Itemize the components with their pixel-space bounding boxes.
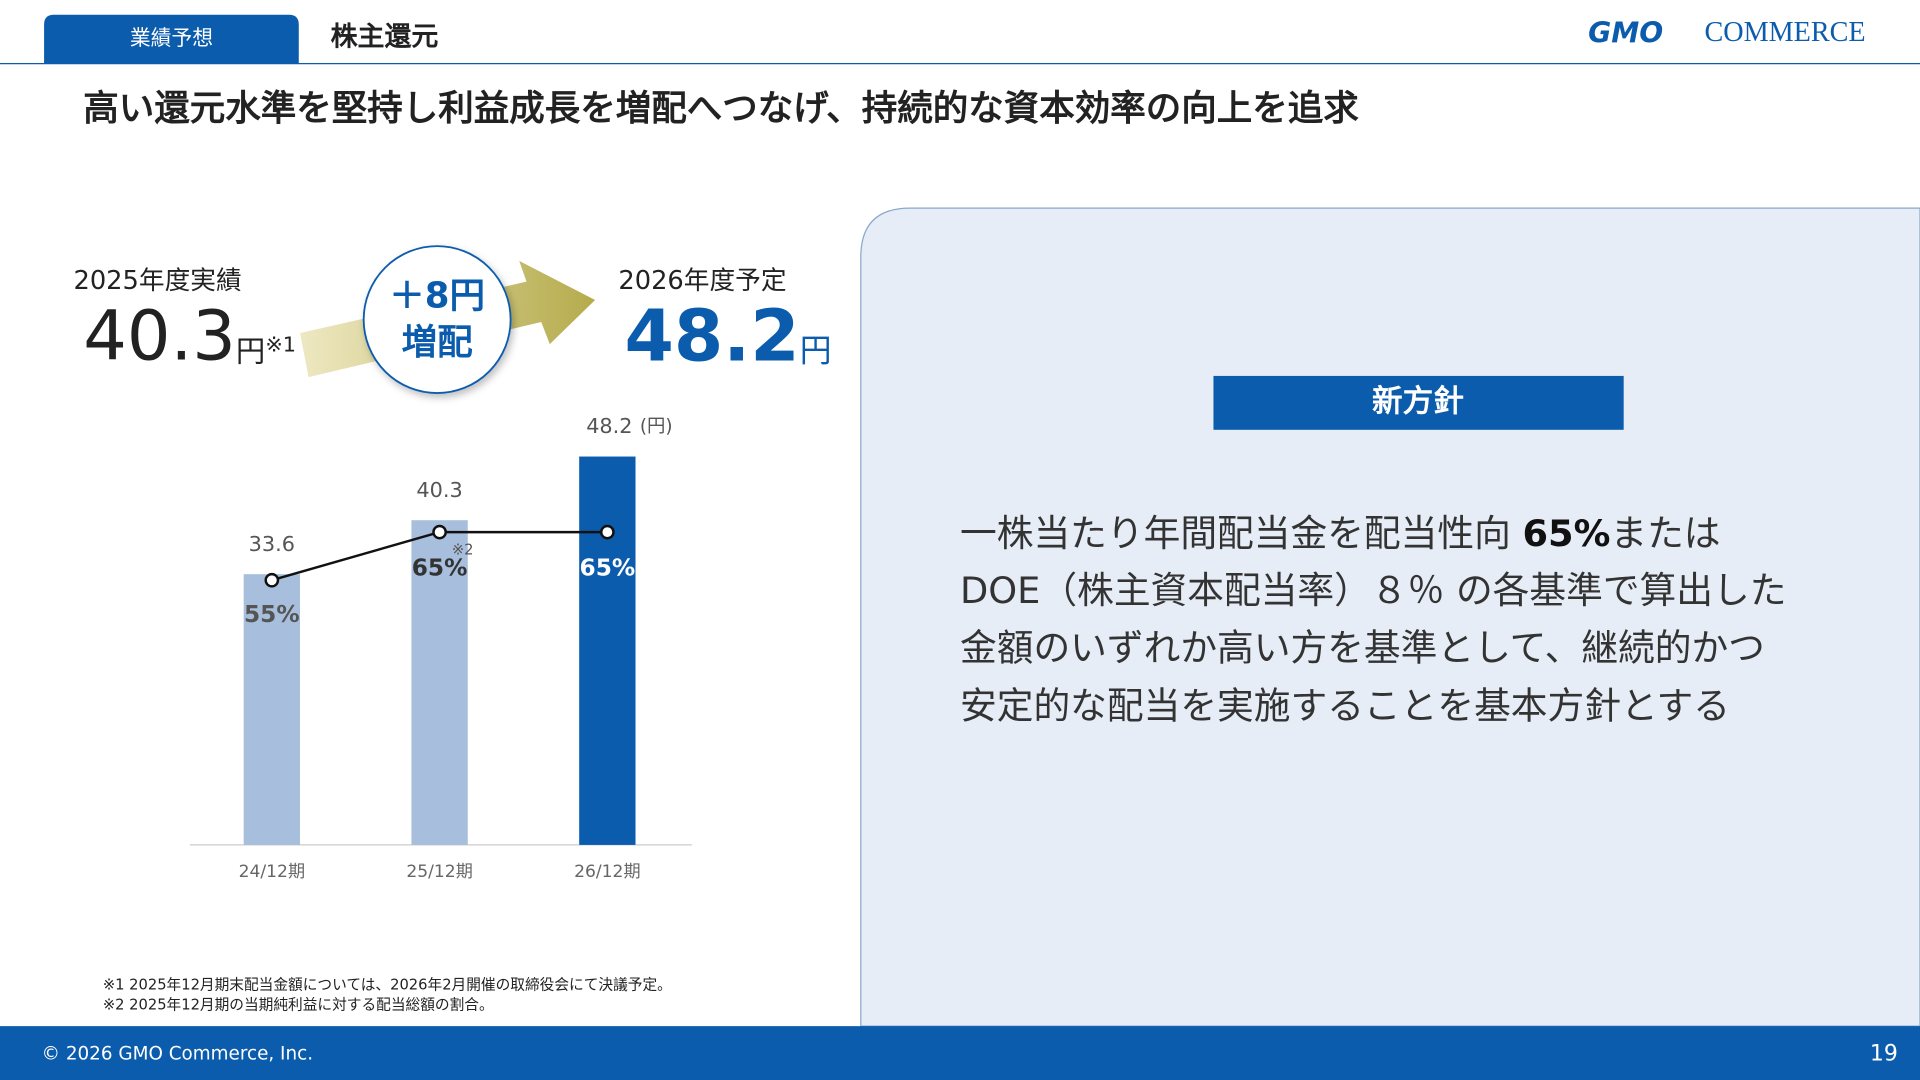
payout-point: [432, 524, 447, 540]
bar: [579, 456, 636, 845]
to-value: 48.2: [624, 294, 799, 377]
bar: [411, 520, 468, 845]
bar-unit: (円): [640, 416, 673, 437]
footnote: ※2 2025年12月期の当期純利益に対する配当総額の割合。: [103, 996, 494, 1013]
section-title: 株主還元: [331, 21, 439, 52]
x-tick-label: 25/12期: [406, 862, 472, 882]
header-tab: [44, 14, 299, 64]
to-unit: 円: [800, 332, 832, 370]
bar-value-label: 40.3: [416, 478, 462, 502]
payout-point: [600, 524, 615, 540]
from-amount: 40.3円※1: [83, 296, 296, 376]
bar-value: 48.2: [586, 414, 632, 438]
to-amount: 48.2円: [624, 294, 831, 377]
payout-note: ※2: [452, 541, 474, 558]
payout-label: 65%: [412, 554, 468, 581]
policy-line: 安定的な配当を実施することを基本方針とする: [960, 684, 1730, 727]
to-label: 2026年度予定: [618, 266, 786, 296]
policy-line: 一株当たり年間配当金を配当性向 65%または: [960, 512, 1721, 555]
payout-point: [264, 572, 280, 588]
policy-title-box: [1213, 375, 1624, 430]
x-tick-label: 26/12期: [574, 862, 640, 882]
bar-value-label: 33.6: [249, 532, 295, 556]
from-note: ※1: [265, 332, 296, 356]
footnote: ※1 2025年12月期末配当金額については、2026年2月開催の取締役会にて決…: [103, 976, 672, 994]
badge-text: 増配: [402, 322, 473, 363]
badge: [362, 245, 512, 394]
from-label: 2025年度実績: [73, 266, 241, 296]
badge-amount: ＋8円: [389, 276, 485, 317]
tab-label: 業績予想: [130, 26, 213, 50]
policy-line: 金額のいずれか高い方を基準として、継続的かつ: [960, 627, 1765, 670]
logo-gmo: GMO: [1588, 16, 1663, 49]
copyright: © 2026 GMO Commerce, Inc.: [42, 1043, 313, 1064]
logo-commerce: COMMERCE: [1704, 17, 1865, 48]
policy-title: 新方針: [1372, 383, 1464, 419]
page-number: 19: [1870, 1041, 1898, 1066]
policy-text: または: [1610, 512, 1720, 555]
bar: [243, 574, 300, 845]
payout-label: 65%: [580, 554, 636, 581]
x-tick-label: 24/12期: [239, 862, 305, 882]
from-unit: 円: [236, 334, 265, 368]
policy-panel: [860, 207, 1920, 1027]
bar-value-label: 48.2 (円): [586, 414, 672, 438]
policy-line: DOE（株主資本配当率）８％ の各基準で算出した: [960, 569, 1786, 612]
policy-bold: 65%: [1522, 512, 1610, 555]
policy-text: 一株当たり年間配当金を配当性向: [960, 512, 1522, 555]
headline: 高い還元水準を堅持し利益成長を増配へつなげ、持続的な資本効率の向上を追求: [83, 88, 1359, 129]
from-value: 40.3: [83, 296, 236, 376]
footer-band: [0, 1026, 1920, 1080]
payout-label: 55%: [244, 601, 300, 628]
